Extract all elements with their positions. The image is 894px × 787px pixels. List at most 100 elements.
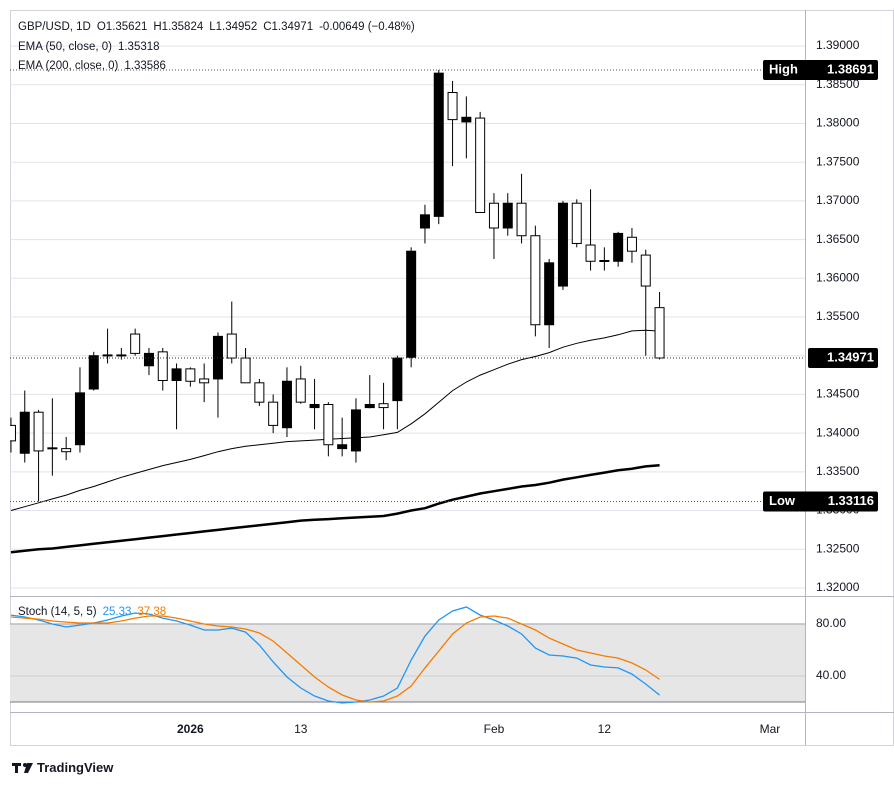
candle-body	[488, 202, 499, 229]
y-tick-label: 1.35500	[816, 309, 860, 323]
candle-body	[309, 403, 320, 409]
ohlc-value: O1.35621	[97, 21, 148, 33]
stoch-band	[10, 624, 805, 702]
candle-body	[199, 378, 210, 384]
y-tick-label: 1.36500	[816, 232, 860, 246]
candle-body	[406, 250, 417, 358]
candle-body	[447, 92, 458, 121]
marker-box	[763, 491, 878, 512]
stoch-line	[10, 615, 660, 703]
candle-body	[268, 401, 279, 426]
legend-ema: EMA (50, close, 0) 1.35318	[18, 41, 160, 53]
candle-body	[585, 244, 596, 262]
logo: TradingView	[12, 760, 114, 775]
candle-body	[599, 260, 610, 263]
candle-body	[102, 354, 113, 357]
candle-body	[226, 333, 237, 359]
y-tick-label: 1.33500	[816, 464, 860, 478]
candle-body	[130, 333, 141, 354]
indicator-name: EMA (200, close, 0)	[18, 60, 119, 72]
symbol: GBP/USD, 1D	[18, 21, 91, 33]
y-tick-label: 1.32000	[816, 580, 860, 594]
candle-body	[378, 403, 389, 409]
y-tick-label: 1.37000	[816, 193, 860, 207]
y-tick-label: 1.34000	[816, 425, 860, 439]
marker-label: Low	[769, 493, 796, 508]
ohlc-value: L1.34952	[209, 21, 257, 33]
price-layer	[10, 69, 805, 554]
candle-body	[654, 307, 665, 359]
last-price-box	[808, 347, 878, 368]
indicator-value: 25.33	[103, 606, 132, 618]
frame	[10, 10, 894, 746]
candle-body	[171, 368, 182, 381]
legend-stoch: Stoch (14, 5, 5) 25.33 37.38	[18, 606, 166, 618]
indicator-value: 1.33586	[124, 60, 166, 72]
candle-body	[502, 202, 513, 229]
candle-body	[281, 380, 292, 429]
candle-body	[47, 447, 58, 450]
candle-body	[254, 382, 265, 403]
x-tick-label: 13	[294, 722, 308, 736]
marker-value: 1.33116	[828, 493, 874, 508]
stoch-line	[10, 606, 661, 704]
indicator-value: 37.38	[137, 606, 166, 618]
marker-value: 1.38691	[827, 61, 874, 76]
marker-box	[763, 59, 878, 80]
candle-body	[337, 444, 348, 450]
y-tick-label: 1.34500	[816, 387, 860, 401]
indicator-value: 1.35318	[118, 41, 160, 53]
candle-body	[516, 202, 527, 237]
x-tick-label: Feb	[484, 722, 505, 736]
ema-line	[10, 463, 660, 554]
candle-body	[33, 411, 44, 452]
candle-body	[74, 392, 85, 446]
candle-body	[613, 232, 624, 262]
y-tick-label: 40.00	[816, 668, 846, 682]
candle-body	[640, 254, 651, 287]
candle-body	[461, 116, 472, 123]
ohlc-value: C1.34971	[263, 21, 313, 33]
indicator-name: EMA (50, close, 0)	[18, 41, 112, 53]
y-tick-label: 80.00	[816, 616, 846, 630]
marker-label: High	[769, 61, 798, 76]
candle-body	[530, 235, 541, 326]
ohlc-value: H1.35824	[153, 21, 203, 33]
brand: TradingView	[37, 760, 114, 775]
candle-body	[157, 351, 168, 381]
label-layer: GBP/USD, 1D O1.35621 H1.35824 L1.34952 C1.34…	[18, 21, 878, 736]
ohlc-value: -0.00649 (−0.48%)	[319, 21, 415, 33]
candle-body	[185, 368, 196, 382]
legend-symbol: GBP/USD, 1D O1.35621 H1.35824 L1.34952 C1.34…	[18, 21, 415, 33]
legend-ema: EMA (200, close, 0) 1.33586	[18, 60, 166, 72]
candle-body	[88, 355, 99, 390]
candle-body	[19, 411, 30, 454]
y-tick-label: 1.32500	[816, 541, 860, 555]
candle-body	[557, 202, 568, 287]
y-tick-label: 1.36000	[816, 270, 860, 284]
x-tick-label: 2026	[177, 722, 204, 736]
last-price-label: 1.34971	[827, 349, 874, 364]
candle-body	[116, 354, 127, 357]
candle-body	[240, 357, 251, 384]
candle-body	[544, 262, 555, 326]
candle-body	[323, 403, 334, 446]
candle-body	[61, 448, 72, 453]
y-tick-label: 1.37500	[816, 154, 860, 168]
candle-body	[571, 202, 582, 244]
candle-body	[475, 117, 486, 214]
candle-body	[10, 424, 16, 442]
candle-body	[295, 378, 306, 403]
y-tick-label: 1.38000	[816, 116, 860, 130]
x-tick-label: 12	[598, 722, 612, 736]
candle-body	[143, 352, 154, 367]
y-tick-label: 1.38500	[816, 77, 860, 91]
candle-body	[433, 72, 444, 217]
candle-body	[392, 357, 403, 402]
stoch-layer	[10, 606, 805, 704]
y-tick-label: 1.39000	[816, 38, 860, 52]
candle-body	[364, 403, 375, 409]
ema-line	[10, 329, 660, 511]
candle-body	[350, 409, 361, 452]
